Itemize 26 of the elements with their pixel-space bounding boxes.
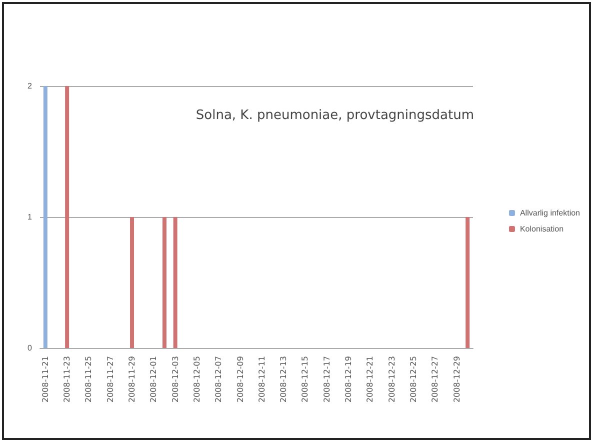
x-tick-label: 2008-12-29 bbox=[452, 356, 462, 402]
x-tick-label: 2008-11-29 bbox=[128, 356, 137, 402]
x-tick-label: 2008-12-03 bbox=[170, 356, 180, 402]
text: Solna, K. pneumoniae, provtagningsdatum bbox=[196, 108, 474, 123]
x-tick-label: 2008-11-23 bbox=[62, 356, 72, 402]
y-tick-label: 2 bbox=[28, 82, 33, 90]
x-tick-label: 2008-12-01 bbox=[149, 356, 158, 402]
x-tick-label: 2008-12-27 bbox=[430, 356, 440, 402]
x-tick-label: 2008-12-19 bbox=[344, 356, 354, 402]
x-tick-label: 2008-12-25 bbox=[408, 356, 418, 402]
x-tick-label: 2008-12-13 bbox=[279, 356, 288, 402]
x-tick-label: 2008-12-05 bbox=[192, 356, 202, 402]
x-tick-label: 2008-11-25 bbox=[84, 356, 94, 402]
y-tick-label: 0 bbox=[28, 344, 33, 352]
legend-label: Allvarlig infektion bbox=[520, 208, 580, 218]
x-tick-label: 2008-12-15 bbox=[300, 356, 310, 402]
x-tick-label: 2008-12-07 bbox=[214, 356, 224, 402]
x-tick-label: 2008-11-21 bbox=[40, 356, 50, 402]
x-tick-label: 2008-12-21 bbox=[366, 356, 375, 402]
x-tick-label: 2008-12-11 bbox=[257, 356, 266, 402]
x-tick-label: 2008-12-23 bbox=[387, 356, 396, 402]
x-tick-label: 2008-11-27 bbox=[106, 356, 115, 402]
y-tick-label: 1 bbox=[28, 212, 33, 222]
legend-label: Kolonisation bbox=[520, 224, 564, 234]
x-tick-label: 2008-12-09 bbox=[236, 356, 245, 402]
x-tick-label: 2008-12-17 bbox=[322, 356, 332, 402]
